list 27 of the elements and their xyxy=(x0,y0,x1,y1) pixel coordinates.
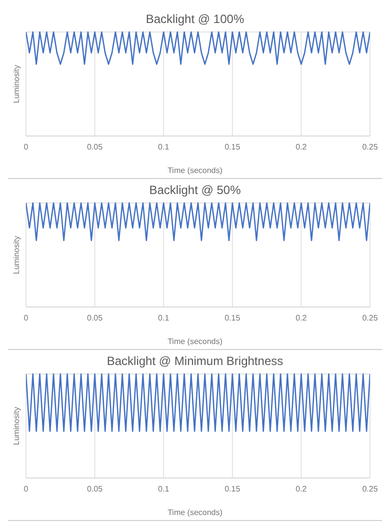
x-axis-title: Time (seconds) xyxy=(166,508,224,517)
x-tick-label: 0.2 xyxy=(296,314,308,323)
x-tick-label: 0.15 xyxy=(224,484,241,494)
x-tick-label: 0 xyxy=(24,142,29,152)
y-axis-title: Luminosity xyxy=(12,64,21,104)
y-axis-title: Luminosity xyxy=(12,406,21,446)
x-tick-label: 0.1 xyxy=(158,142,170,152)
x-tick-label: 0 xyxy=(24,484,29,494)
x-tick-label: 0.2 xyxy=(296,142,308,152)
chart-title: Backlight @ 50% xyxy=(148,182,242,197)
x-tick-label: 0.1 xyxy=(158,314,170,323)
chart-title: Backlight @ 100% xyxy=(144,11,246,26)
x-axis-title: Time (seconds) xyxy=(166,337,224,346)
x-tick-label: 0.25 xyxy=(362,484,378,494)
x-tick-label: 0.25 xyxy=(362,314,378,323)
x-tick-label: 0.05 xyxy=(87,142,104,152)
x-tick-label: 0 xyxy=(24,314,29,323)
chart-title: Backlight @ Minimum Brightness xyxy=(106,353,284,368)
x-tick-label: 0.15 xyxy=(224,314,241,323)
x-tick-label: 0.25 xyxy=(362,142,378,152)
x-axis-title: Time (seconds) xyxy=(166,166,224,175)
x-tick-label: 0.2 xyxy=(296,484,308,494)
y-axis-title: Luminosity xyxy=(12,236,21,274)
x-tick-label: 0.1 xyxy=(158,484,170,494)
x-tick-label: 0.05 xyxy=(87,484,104,494)
x-tick-label: 0.05 xyxy=(87,314,104,323)
x-tick-label: 0.15 xyxy=(224,142,241,152)
